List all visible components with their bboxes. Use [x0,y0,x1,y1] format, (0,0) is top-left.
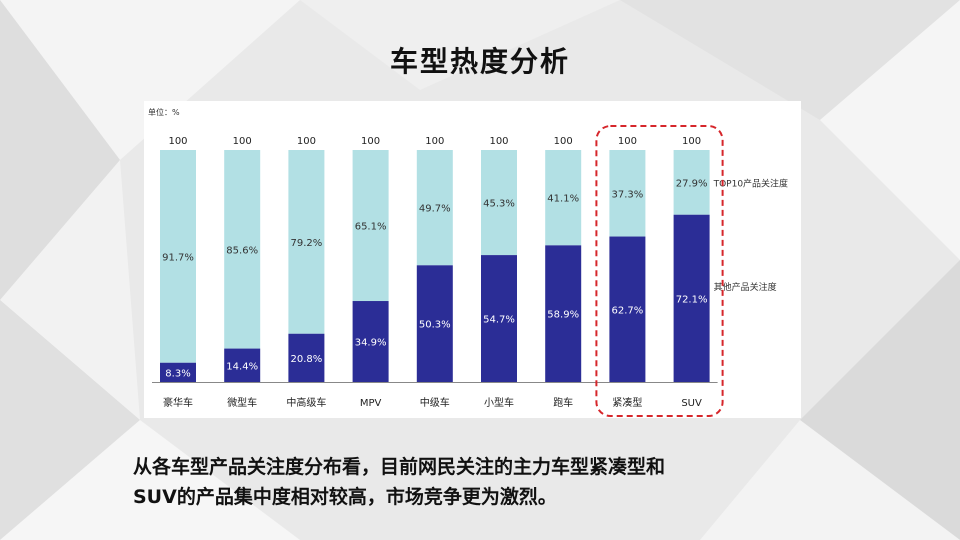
bar-top10 [609,150,646,237]
category-label: 中级车 [420,396,450,409]
category-label: 紧凑型 [612,396,642,409]
top10-value-label: 27.9% [676,178,708,189]
bar-top10 [160,150,196,363]
bar-other [224,348,261,382]
bar-top10 [481,150,517,256]
bar-total-label: 100 [425,136,444,147]
category-label: 豪华车 [163,396,193,409]
bar-total-label: 100 [554,136,573,147]
category-label: 微型车 [227,396,257,409]
bar-total-label: 100 [489,136,508,147]
top10-value-label: 45.3% [483,199,515,210]
bar-total-label: 100 [361,136,380,147]
bar-other [416,265,453,382]
category-label: 中高级车 [286,396,326,409]
other-value-label: 58.9% [547,310,579,321]
bar-total-label: 100 [297,136,316,147]
top10-value-label: 65.1% [355,222,387,233]
legend-top10: TOP10产品关注度 [713,177,788,189]
bar-other [160,362,196,382]
bar-total-label: 100 [168,136,187,147]
bar-other [481,255,517,382]
other-value-label: 72.1% [676,294,708,305]
other-value-label: 50.3% [419,320,451,331]
summary-paragraph: 从各车型产品关注度分布看，目前网民关注的主力车型紧凑型和 SUV的产品集中度相对… [133,452,853,512]
bar-other [673,214,710,382]
bar-total-label: 100 [233,136,252,147]
top10-value-label: 41.1% [547,194,579,205]
bar-other [545,245,582,382]
unit-label: 单位：% [148,107,180,117]
bar-top10 [416,150,453,266]
top10-value-label: 79.2% [291,238,323,249]
bar-top10 [352,150,389,302]
highlight-dashed-frame [595,125,724,417]
other-value-label: 54.7% [483,315,515,326]
bar-total-label: 100 [618,136,637,147]
top10-value-label: 49.7% [419,204,451,215]
chart-panel: 单位：% 100 91.7% 8.3% 豪华车 100 85.6% 14.4% 微型车 100 79… [144,101,801,418]
other-value-label: 62.7% [612,305,644,316]
bar-top10 [673,150,710,215]
category-label: 跑车 [553,396,573,409]
top10-value-label: 91.7% [162,252,194,263]
slide-title: 车型热度分析 [389,45,570,78]
summary-line-1: 从各车型产品关注度分布看，目前网民关注的主力车型紧凑型和 [133,456,666,478]
bar-top10 [224,150,261,349]
top10-value-label: 37.3% [612,189,644,200]
top10-value-label: 85.6% [226,245,258,256]
bar-top10 [288,150,325,334]
category-label: SUV [681,398,702,409]
bar-other [609,236,646,382]
other-value-label: 8.3% [165,368,190,379]
stacked-bar-chart: 单位：% 100 91.7% 8.3% 豪华车 100 85.6% 14.4% 微型车 100 79… [148,107,788,417]
summary-line-2: SUV的产品集中度相对较高，市场竞争更为激烈。 [133,486,557,508]
other-value-label: 20.8% [291,354,323,365]
bar-total-label: 100 [682,136,701,147]
bar-other [352,301,389,382]
bar-top10 [545,150,582,246]
other-value-label: 34.9% [355,338,387,349]
category-label: MPV [360,398,382,409]
legend-other: 其他产品关注度 [714,281,777,293]
bar-other [288,333,325,382]
category-label: 小型车 [484,396,514,409]
other-value-label: 14.4% [226,361,258,372]
